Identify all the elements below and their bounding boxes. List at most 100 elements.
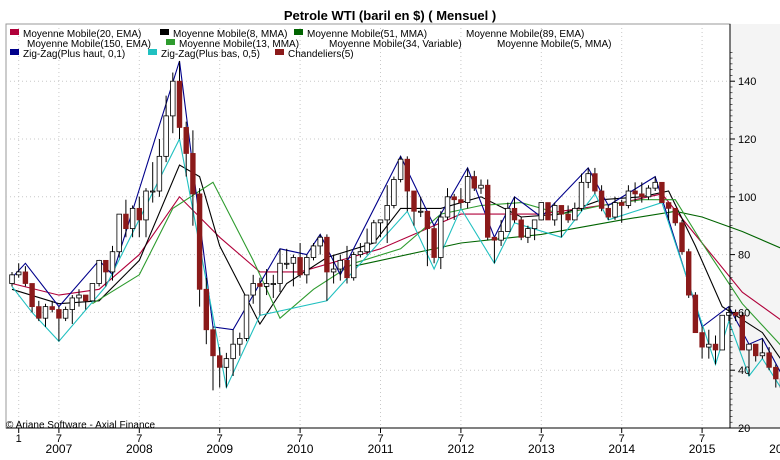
candle-body — [538, 202, 544, 221]
candle-body — [330, 268, 337, 273]
x-year-label: 2011 — [368, 442, 394, 455]
legend-item: Moyenne Mobile(51, MMA) — [294, 29, 427, 40]
candle-body — [170, 80, 176, 117]
legend-item: Moyenne Mobile(5, MMA) — [497, 39, 611, 50]
candle — [511, 196, 518, 223]
candle-body — [404, 158, 410, 192]
candle-body — [625, 190, 632, 206]
candle-body — [56, 309, 62, 319]
x-month-label: 7 — [538, 433, 544, 445]
legend-swatch — [294, 29, 303, 35]
legend-label: Moyenne Mobile(150, EMA) — [27, 39, 151, 50]
candle-body — [692, 294, 699, 334]
candle-body — [270, 283, 276, 285]
candle — [216, 347, 223, 388]
y-tick-label: 20 — [738, 423, 750, 435]
candle — [136, 196, 142, 238]
candle — [417, 196, 424, 218]
candle-body — [277, 262, 283, 284]
candle-body — [89, 283, 96, 302]
legend-item: Chandeliers(5) — [275, 49, 354, 60]
candle — [56, 306, 62, 342]
candle-body — [364, 242, 370, 253]
candle-body — [498, 231, 504, 241]
candle-body — [103, 259, 109, 273]
candle — [324, 234, 330, 301]
candle — [619, 199, 625, 223]
x-month-label: 7 — [297, 433, 303, 445]
candle — [9, 271, 15, 287]
candle-body — [203, 288, 209, 331]
legend-label: Zig-Zag(Plus haut, 0,1) — [23, 49, 125, 60]
axes: 2040608010012014017777777771200720082009… — [6, 24, 780, 456]
candle-body — [123, 213, 129, 229]
legend-swatch — [10, 29, 19, 35]
candle-body — [531, 219, 538, 229]
candle — [404, 156, 410, 212]
y-tick-label: 120 — [738, 134, 756, 146]
candle-body — [96, 259, 102, 284]
candle — [223, 352, 230, 388]
candle — [103, 259, 109, 287]
legend-item: Moyenne Mobile(150, EMA) — [27, 39, 151, 50]
candle — [263, 269, 270, 296]
candle-body — [183, 127, 189, 154]
candle-body — [283, 262, 290, 265]
candle — [129, 205, 136, 238]
chart-title: Petrole WTI (baril en $) ( Mensuel ) — [284, 8, 496, 23]
legend-label: Zig-Zag(Plus bas, 0,5) — [161, 49, 260, 60]
candle — [143, 188, 149, 238]
candle — [692, 292, 699, 334]
legend: Moyenne Mobile(20, EMA) Moyenne Mobile(8,… — [10, 29, 611, 60]
candle-body — [196, 193, 203, 290]
candle-body — [163, 115, 169, 157]
candle — [732, 309, 739, 322]
candle — [250, 274, 256, 304]
candle — [552, 202, 558, 226]
candle-body — [632, 190, 638, 195]
y-tick-label: 100 — [738, 192, 756, 204]
candle-body — [230, 343, 236, 360]
candle-body — [431, 228, 437, 258]
candle — [203, 277, 209, 345]
candle — [572, 202, 578, 221]
candle — [277, 248, 283, 293]
candle-body — [216, 355, 223, 368]
candle — [478, 179, 484, 194]
candle-body — [337, 259, 343, 270]
candle — [753, 343, 759, 362]
candle — [62, 306, 69, 322]
candle-layer — [9, 60, 780, 391]
candle-body — [237, 338, 243, 345]
legend-label: Moyenne Mobile(51, MMA) — [307, 29, 427, 40]
x-month-label: 7 — [377, 433, 383, 445]
candle-body — [9, 274, 15, 284]
candle — [196, 188, 203, 307]
candle — [344, 245, 350, 284]
candle-body — [49, 306, 55, 310]
candle — [76, 289, 82, 307]
candle — [304, 254, 310, 284]
candle — [659, 181, 665, 203]
candle-body — [149, 190, 156, 193]
candle-body — [377, 219, 384, 224]
candle-body — [397, 158, 404, 180]
candle — [15, 263, 22, 278]
legend-swatch — [10, 49, 19, 55]
candle — [505, 202, 511, 232]
legend-label: Moyenne Mobile(13, MMA) — [179, 39, 299, 50]
legend-swatch — [148, 49, 157, 55]
candle-body — [672, 207, 678, 224]
candle — [451, 193, 457, 220]
legend-item: Moyenne Mobile(13, MMA) — [166, 39, 299, 50]
candle-body — [525, 228, 531, 238]
candle-body — [478, 184, 484, 189]
x-month-label: 1 — [16, 433, 22, 445]
candle — [49, 300, 55, 313]
candle-body — [612, 202, 618, 218]
candle-body — [598, 190, 605, 209]
x-month-label: 7 — [56, 433, 62, 445]
candle-body — [36, 306, 42, 319]
candle — [156, 139, 163, 197]
